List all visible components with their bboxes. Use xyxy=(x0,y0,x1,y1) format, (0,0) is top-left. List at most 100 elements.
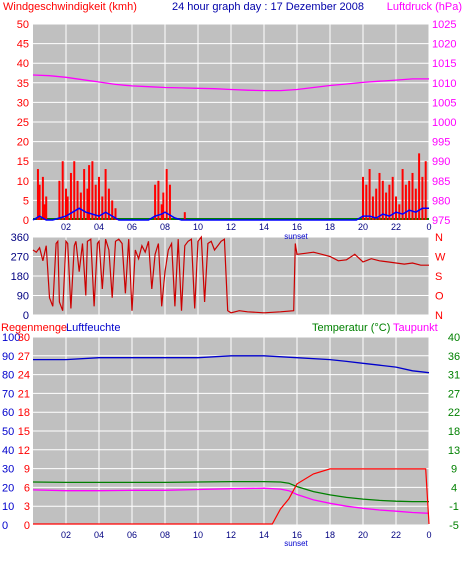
humidity-axis-title: Luftfeuchte xyxy=(66,322,120,334)
wind-bar xyxy=(79,192,82,220)
hour-tick-label: 04 xyxy=(94,222,104,232)
hour-tick-label: 16 xyxy=(292,222,302,232)
pressure-line xyxy=(32,74,429,92)
wind-bar xyxy=(41,176,44,220)
sunset-label-top: sunset xyxy=(284,232,308,241)
wind-bar xyxy=(66,196,69,220)
rain-tick-label: 24 xyxy=(18,370,30,382)
wind-bar xyxy=(391,176,394,220)
humidity-tick-label: 50 xyxy=(2,426,14,438)
wind-bar xyxy=(414,188,417,220)
wind-bar xyxy=(162,192,165,220)
humidity-line xyxy=(33,355,430,374)
rain-tick-label: 3 xyxy=(24,501,30,513)
wind-bar xyxy=(88,165,91,220)
hour-tick-label: 20 xyxy=(358,222,368,232)
hour-tick-label: 0 xyxy=(426,530,431,540)
pressure-axis-title: Luftdruck (hPa) xyxy=(387,1,462,13)
hour-tick-label: 22 xyxy=(391,222,401,232)
hour-tick-label: 04 xyxy=(94,530,104,540)
wind-bar xyxy=(388,184,391,220)
wind-bar xyxy=(101,196,104,220)
wind-bar xyxy=(91,161,94,220)
hour-tick-label: 12 xyxy=(226,222,236,232)
pressure-tick-label: 1020 xyxy=(432,39,456,51)
humidity-tick-label: 0 xyxy=(2,520,8,532)
rain-tick-label: 21 xyxy=(18,388,30,400)
rain-tick-label: 30 xyxy=(18,332,30,344)
temperature-tick-label: 4 xyxy=(451,482,457,494)
humidity-tick-label: 100 xyxy=(2,332,20,344)
compass-tick-label: N xyxy=(435,310,443,322)
wind-bar xyxy=(86,188,89,220)
direction-tick-label: 360 xyxy=(11,232,29,244)
pressure-tick-label: 1015 xyxy=(432,58,456,70)
wind-bar xyxy=(375,188,378,220)
humidity-tick-label: 60 xyxy=(2,407,14,419)
direction-marks xyxy=(32,235,429,314)
hour-tick-label: 22 xyxy=(391,530,401,540)
compass-tick-label: N xyxy=(435,232,443,244)
rain-line xyxy=(33,468,430,525)
temperature-tick-label: 9 xyxy=(451,464,457,476)
wind-pressure-marks xyxy=(32,74,429,221)
graph-title: 24 hour graph day : 17 Dezember 2008 xyxy=(172,1,364,13)
rain-tick-label: 6 xyxy=(24,482,30,494)
temperature-tick-label: 18 xyxy=(448,426,460,438)
humidity-grid xyxy=(33,336,430,526)
wind-bar xyxy=(381,180,384,220)
hour-tick-label: 0 xyxy=(426,222,431,232)
wind-bar xyxy=(104,169,107,220)
pressure-tick-label: 1005 xyxy=(432,97,456,109)
wind-bar xyxy=(362,176,364,220)
hour-tick-label: 20 xyxy=(358,530,368,540)
pressure-tick-label: 1000 xyxy=(432,117,456,129)
rain-tick-label: 12 xyxy=(18,445,30,457)
wind-bar xyxy=(157,180,160,220)
axes-labels: 0510152025303540455097598098599099510001… xyxy=(2,19,460,540)
dewpoint-line xyxy=(32,487,430,514)
wind-bar xyxy=(168,184,171,220)
humidity-tick-label: 90 xyxy=(2,351,14,363)
direction-tick-label: 270 xyxy=(11,252,29,264)
direction-tick-label: 90 xyxy=(17,291,29,303)
rain-tick-label: 15 xyxy=(18,426,30,438)
wind-bar xyxy=(111,200,114,220)
temperature-tick-label: -5 xyxy=(449,520,459,532)
hour-tick-label: 06 xyxy=(127,530,137,540)
pressure-tick-label: 985 xyxy=(432,176,450,188)
wind-bar xyxy=(76,180,79,220)
temperature-tick-label: 31 xyxy=(448,370,460,382)
wind-bar xyxy=(411,172,414,220)
wind-bar xyxy=(424,161,427,220)
hour-tick-label: 14 xyxy=(259,222,269,232)
hour-tick-label: 08 xyxy=(160,222,170,232)
temperature-axis-title: Temperatur (°C) xyxy=(312,322,390,334)
temperature-tick-label: 40 xyxy=(448,332,460,344)
hour-tick-label: 10 xyxy=(193,530,203,540)
wind-bar xyxy=(45,196,48,220)
hour-tick-label: 18 xyxy=(325,222,335,232)
wind-bar xyxy=(398,204,401,220)
wind-bar xyxy=(65,188,67,220)
wind-bar xyxy=(368,169,371,220)
wind-tick-label: 40 xyxy=(17,58,29,70)
humidity-tick-label: 40 xyxy=(2,445,14,457)
hour-tick-label: 06 xyxy=(127,222,137,232)
temperature-tick-label: 36 xyxy=(448,351,460,363)
humidity-tick-label: 80 xyxy=(2,370,14,382)
direction-grid xyxy=(33,236,430,316)
compass-tick-label: W xyxy=(435,252,446,264)
rain-tick-label: 18 xyxy=(18,407,30,419)
temperature-tick-label: 22 xyxy=(448,407,460,419)
wind-tick-label: 15 xyxy=(17,156,29,168)
wind-axis-title: Windgeschwindigkeit (kmh) xyxy=(3,1,137,13)
pressure-tick-label: 995 xyxy=(432,137,450,149)
wind-tick-label: 35 xyxy=(17,78,29,90)
wind-tick-label: 30 xyxy=(17,97,29,109)
compass-tick-label: O xyxy=(435,291,444,303)
wind-bar xyxy=(395,196,397,220)
wind-bar xyxy=(58,180,61,220)
wind-tick-label: 5 xyxy=(23,195,29,207)
wind-bar xyxy=(94,184,97,220)
